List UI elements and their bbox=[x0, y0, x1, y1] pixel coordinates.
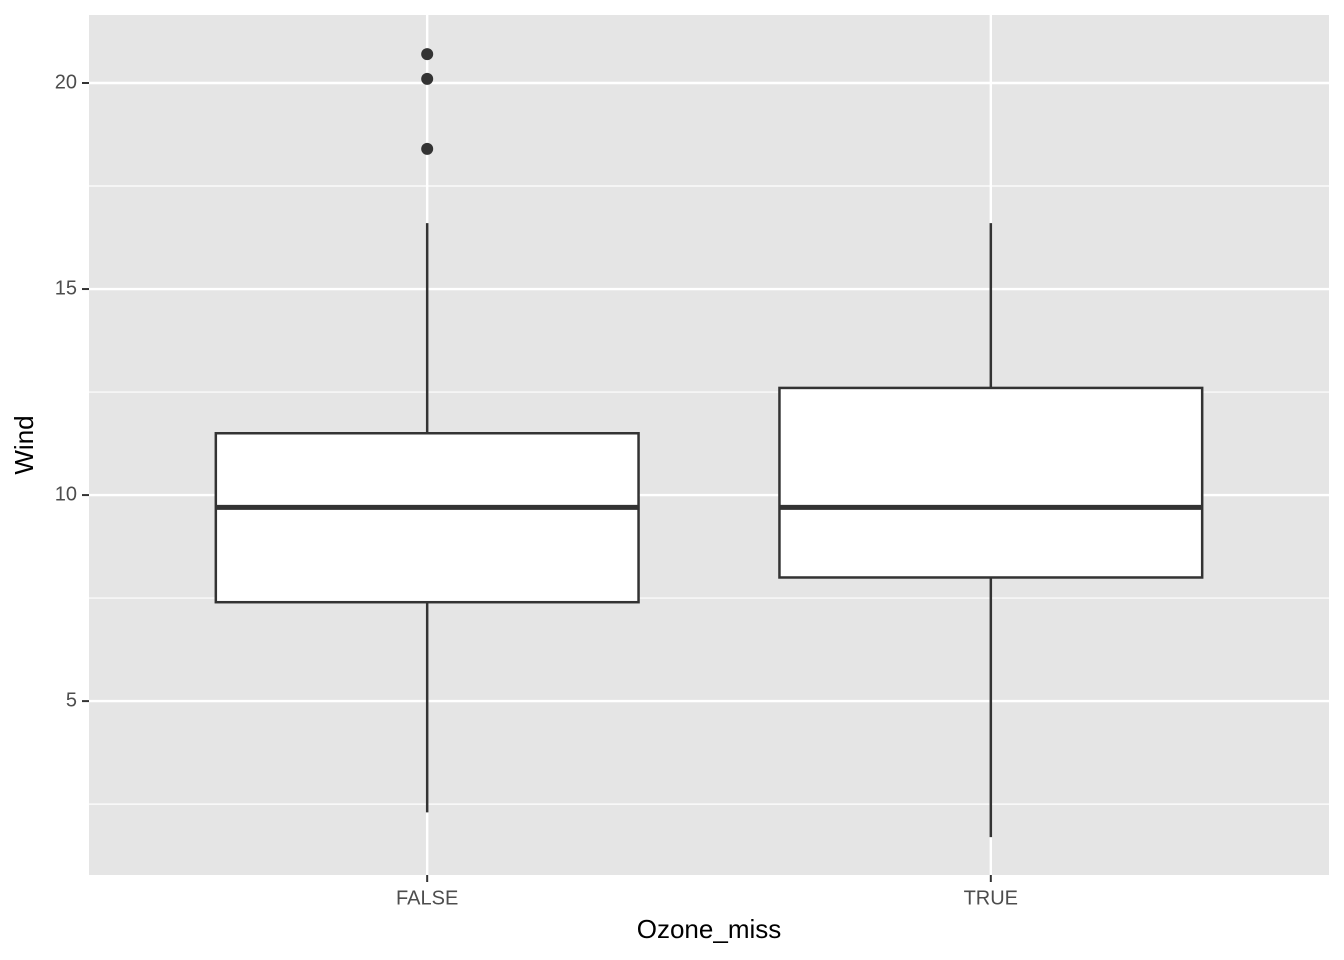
outlier bbox=[421, 48, 434, 61]
box bbox=[214, 432, 640, 604]
outlier bbox=[421, 72, 434, 85]
y-tick-label: 15 bbox=[55, 277, 77, 299]
x-tick-label: TRUE bbox=[964, 887, 1018, 909]
y-tick-label: 20 bbox=[55, 71, 77, 93]
outlier bbox=[421, 142, 434, 155]
x-tick-label: FALSE bbox=[396, 887, 458, 909]
y-axis-title: Wind bbox=[9, 415, 39, 474]
y-tick-label: 5 bbox=[66, 689, 77, 711]
marks bbox=[214, 48, 1204, 838]
box bbox=[778, 386, 1204, 579]
x-axis-title: Ozone_miss bbox=[637, 914, 782, 944]
y-tick-label: 10 bbox=[55, 483, 77, 505]
